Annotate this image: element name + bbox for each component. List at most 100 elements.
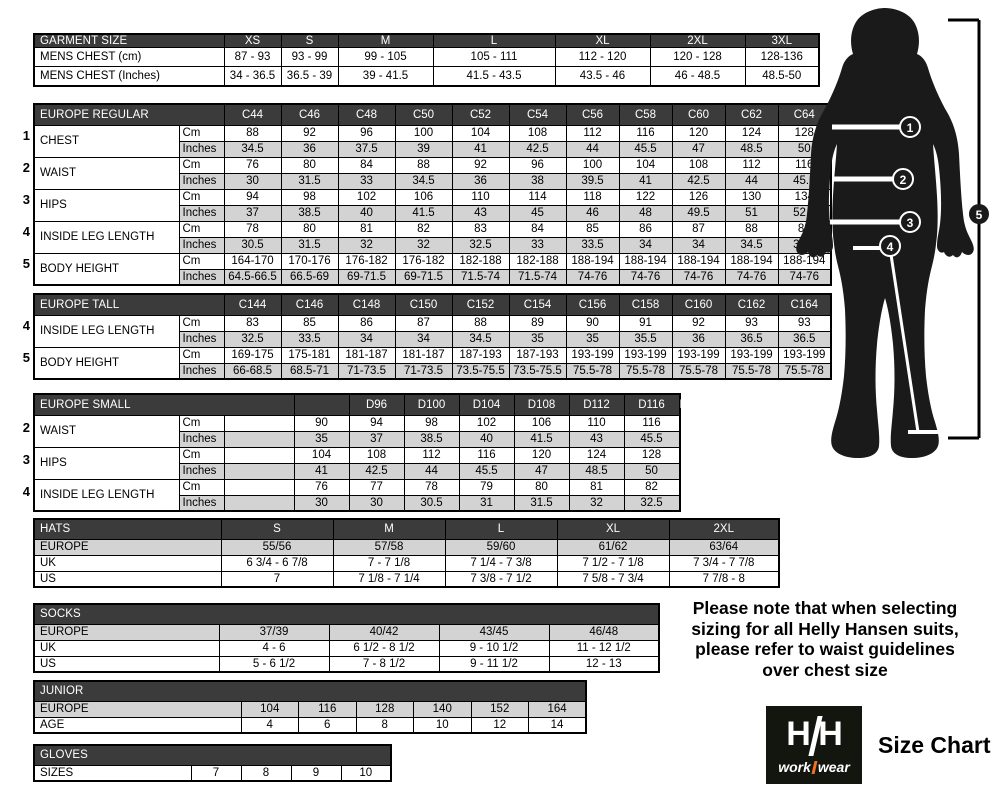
regular-cm-1-9: 112 bbox=[724, 156, 779, 174]
table-row: INSIDE LEG LENGTH Cm 76 77 78 79 80 81 82 bbox=[33, 478, 680, 512]
marker-5-label: 5 bbox=[976, 208, 983, 222]
regular-cm-0-6: 112 bbox=[565, 124, 620, 142]
regular-in-4-2: 69-71.5 bbox=[337, 268, 396, 286]
tall-cm-1-2: 181-187 bbox=[337, 346, 396, 364]
tall-col-4: C152 bbox=[451, 293, 510, 316]
tall-cm-1-4: 187-193 bbox=[451, 346, 510, 364]
small-col-5: D116 bbox=[623, 393, 680, 416]
regular-cm-2-2: 102 bbox=[337, 188, 396, 206]
garment-col-6: 3XL bbox=[744, 33, 820, 49]
regular-in-3-5: 33 bbox=[508, 236, 567, 254]
regular-cm-4-5: 182-188 bbox=[508, 252, 567, 270]
regular-in-3-9: 34.5 bbox=[724, 236, 779, 254]
regular-in-3-6: 33.5 bbox=[565, 236, 620, 254]
regular-in-1-0: 30 bbox=[223, 172, 282, 190]
small-cm-0-4: 106 bbox=[513, 414, 570, 432]
row-number-marker: 4 bbox=[22, 484, 30, 499]
small-col-6: D120 bbox=[678, 393, 708, 416]
small-cm-1-4: 120 bbox=[513, 446, 570, 464]
small-group-label-0: WAIST bbox=[33, 414, 180, 448]
tall-in-0-1: 33.5 bbox=[280, 330, 339, 348]
row-number-marker: 5 bbox=[22, 350, 30, 365]
small-in-1-2: 44 bbox=[403, 462, 460, 480]
table-row: AGE 4 6 8 10 12 14 bbox=[33, 716, 587, 734]
regular-in-4-0: 64.5-66.5 bbox=[223, 268, 282, 286]
tall-in-1-10: 75.5-78 bbox=[777, 362, 832, 380]
small-col-4: D112 bbox=[568, 393, 625, 416]
regular-in-1-2: 33 bbox=[337, 172, 396, 190]
hats-value-2-0: 7 bbox=[220, 570, 334, 588]
tall-cm-1-8: 193-199 bbox=[671, 346, 726, 364]
regular-in-4-4: 71.5-74 bbox=[451, 268, 510, 286]
regular-in-3-1: 31.5 bbox=[280, 236, 339, 254]
junior-value-1-2: 8 bbox=[355, 716, 414, 734]
small-cm-1-0: 104 bbox=[293, 446, 350, 464]
small-in-1-4: 47 bbox=[513, 462, 570, 480]
regular-cm-0-5: 108 bbox=[508, 124, 567, 142]
tall-in-1-1: 68.5-71 bbox=[280, 362, 339, 380]
hats-value-2-2: 7 3/8 - 7 1/2 bbox=[444, 570, 558, 588]
tall-in-1-9: 75.5-78 bbox=[724, 362, 779, 380]
table-row: Inches 64.5-66.5 66.5-69 69-71.5 69-71.5 71.5… bbox=[34, 268, 832, 286]
tall-col-5: C154 bbox=[508, 293, 567, 316]
inseam-line bbox=[888, 247, 920, 433]
regular-group-label-0: CHEST bbox=[33, 124, 180, 158]
regular-in-1-1: 31.5 bbox=[280, 172, 339, 190]
regular-cm-3-4: 83 bbox=[451, 220, 510, 238]
table-europe-small: EUROPE SMALL D96 D100 D104 D108 D112 D116 D120 W… bbox=[33, 393, 708, 512]
regular-unit-cm-2: Cm bbox=[178, 188, 225, 206]
regular-in-0-3: 39 bbox=[394, 140, 453, 158]
regular-cm-3-2: 81 bbox=[337, 220, 396, 238]
tall-col-7: C158 bbox=[618, 293, 673, 316]
hats-row-label-0: EUROPE bbox=[33, 538, 222, 556]
regular-in-0-8: 47 bbox=[671, 140, 726, 158]
tall-in-0-2: 34 bbox=[337, 330, 396, 348]
garment-col-5: 2XL bbox=[649, 33, 746, 49]
note-line-1: Please note that when selecting bbox=[692, 598, 958, 618]
regular-cm-4-2: 176-182 bbox=[337, 252, 396, 270]
regular-in-2-0: 37 bbox=[223, 204, 282, 222]
table-row: US 5 - 6 1/2 7 - 8 1/2 9 - 11 1/2 12 - 13 bbox=[33, 655, 660, 673]
small-title: EUROPE SMALL bbox=[33, 393, 295, 416]
male-silhouette-icon bbox=[796, 8, 974, 458]
row-number-marker: 5 bbox=[22, 256, 30, 271]
regular-in-2-1: 38.5 bbox=[280, 204, 339, 222]
small-group-label-2: INSIDE LEG LENGTH bbox=[33, 478, 180, 512]
regular-cm-2-5: 114 bbox=[508, 188, 567, 206]
small-in-1-3: 45.5 bbox=[458, 462, 515, 480]
table-row: CHEST Cm 88 92 96 100 104 108 112 116 120 124 128 bbox=[33, 124, 832, 158]
regular-cm-0-2: 96 bbox=[337, 124, 396, 142]
small-in-2-5: 32 bbox=[568, 494, 625, 512]
regular-col-2: C48 bbox=[337, 103, 396, 126]
regular-in-4-9: 74-76 bbox=[724, 268, 779, 286]
regular-cm-2-4: 110 bbox=[451, 188, 510, 206]
hats-title: HATS bbox=[33, 518, 222, 540]
regular-in-3-0: 30.5 bbox=[223, 236, 282, 254]
tall-in-0-0: 32.5 bbox=[223, 330, 282, 348]
socks-row-label-0: EUROPE bbox=[33, 623, 220, 641]
junior-value-1-3: 10 bbox=[413, 716, 472, 734]
small-in-1-6: 50 bbox=[623, 462, 680, 480]
regular-cm-2-3: 106 bbox=[394, 188, 453, 206]
small-cm-2-4: 80 bbox=[513, 478, 570, 496]
tall-in-0-6: 35 bbox=[565, 330, 620, 348]
cell: 48.5-50 bbox=[744, 66, 820, 87]
row-number-marker: 4 bbox=[22, 318, 30, 333]
regular-group-label-3: INSIDE LEG LENGTH bbox=[33, 220, 180, 254]
small-cm-0-6: 116 bbox=[623, 414, 680, 432]
body-figure-svg: 1 2 3 4 5 bbox=[796, 8, 989, 458]
garment-col-4: XL bbox=[554, 33, 651, 49]
regular-in-2-5: 45 bbox=[508, 204, 567, 222]
small-spacer-cm-0 bbox=[223, 414, 295, 432]
row-label: MENS CHEST (cm) bbox=[33, 47, 225, 68]
regular-col-8: C60 bbox=[671, 103, 726, 126]
regular-cm-3-6: 85 bbox=[565, 220, 620, 238]
small-cm-1-3: 116 bbox=[458, 446, 515, 464]
socks-value-2-0: 5 - 6 1/2 bbox=[218, 655, 330, 673]
tall-group-label-1: BODY HEIGHT bbox=[33, 346, 180, 380]
table-row: HIPS Cm 104 108 112 116 120 124 128 bbox=[33, 446, 680, 480]
regular-in-0-6: 44 bbox=[565, 140, 620, 158]
regular-cm-3-1: 80 bbox=[280, 220, 339, 238]
